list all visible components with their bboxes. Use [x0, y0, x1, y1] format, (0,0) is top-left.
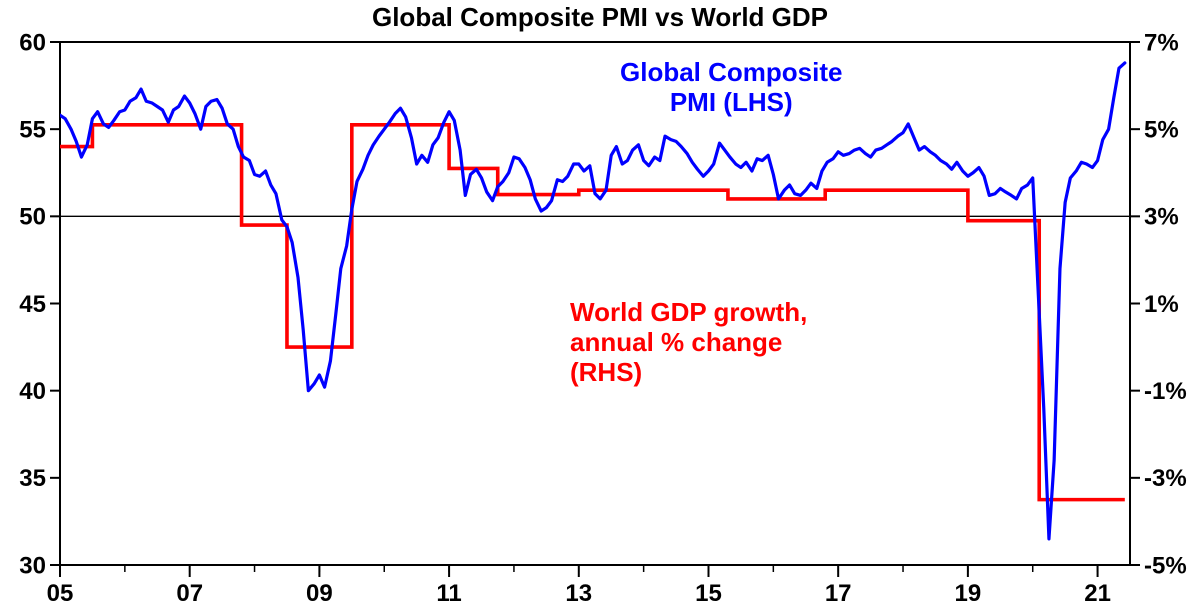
svg-text:35: 35	[19, 465, 46, 492]
svg-text:21: 21	[1084, 580, 1111, 607]
svg-text:45: 45	[19, 291, 46, 318]
series-label-gdp: World GDP growth, annual % change (RHS)	[570, 298, 807, 388]
chart-container: Global Composite PMI vs World GDP 050709…	[0, 0, 1200, 615]
svg-text:19: 19	[955, 580, 982, 607]
svg-text:1%: 1%	[1144, 291, 1179, 318]
svg-text:40: 40	[19, 378, 46, 405]
svg-text:07: 07	[176, 580, 203, 607]
svg-text:3%: 3%	[1144, 204, 1179, 231]
svg-text:50: 50	[19, 204, 46, 231]
svg-text:60: 60	[19, 29, 46, 56]
svg-text:-5%: -5%	[1144, 552, 1187, 579]
svg-text:15: 15	[695, 580, 722, 607]
svg-text:7%: 7%	[1144, 29, 1179, 56]
svg-text:5%: 5%	[1144, 117, 1179, 144]
svg-text:55: 55	[19, 117, 46, 144]
svg-text:-1%: -1%	[1144, 378, 1187, 405]
svg-text:13: 13	[565, 580, 592, 607]
svg-text:30: 30	[19, 552, 46, 579]
svg-text:-3%: -3%	[1144, 465, 1187, 492]
series-label-pmi: Global Composite PMI (LHS)	[620, 58, 842, 118]
svg-text:11: 11	[436, 580, 461, 607]
svg-text:05: 05	[47, 580, 74, 607]
svg-text:17: 17	[825, 580, 852, 607]
svg-text:09: 09	[306, 580, 333, 607]
